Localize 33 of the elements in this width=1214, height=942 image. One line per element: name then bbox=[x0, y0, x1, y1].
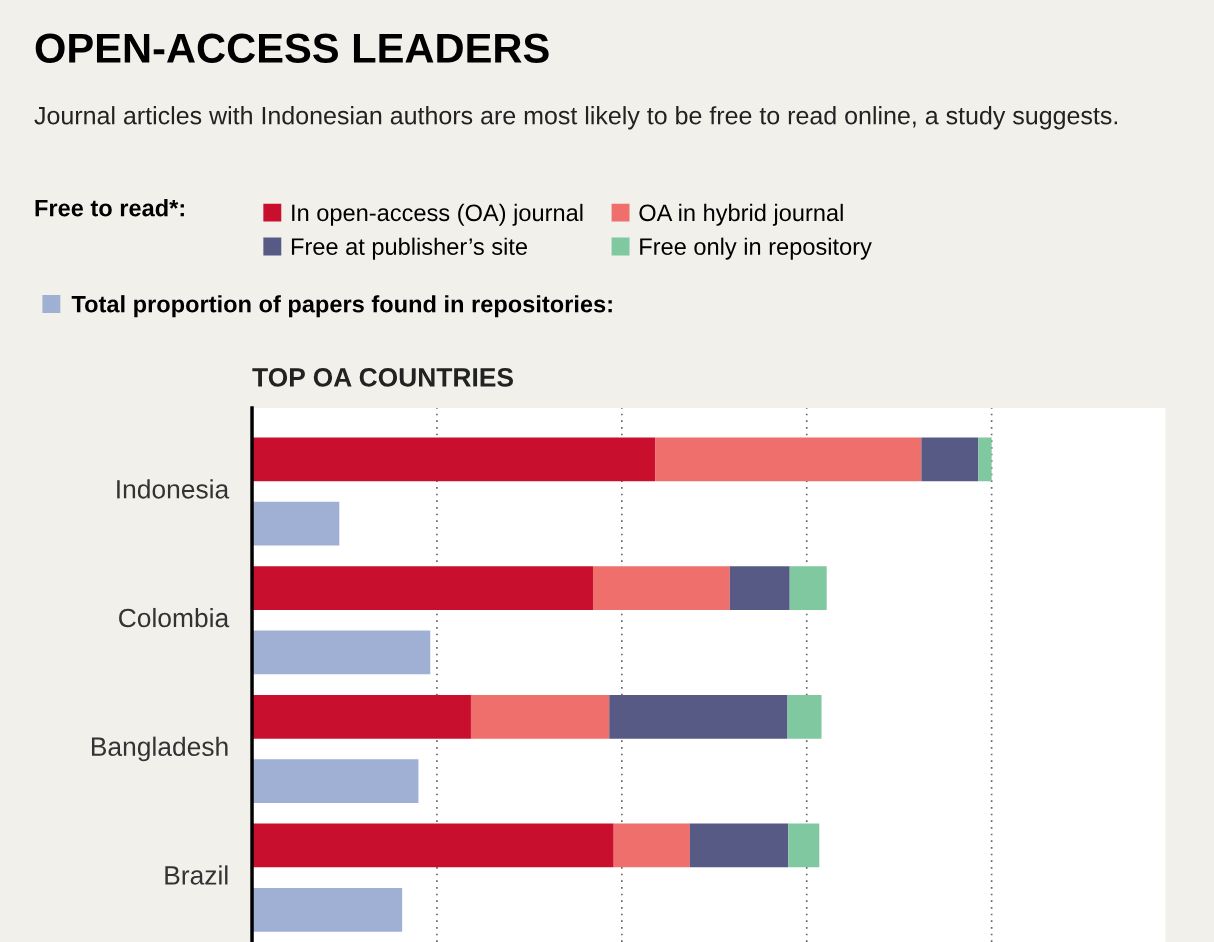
legend-label: OA in hybrid journal bbox=[639, 203, 843, 226]
bar bbox=[788, 823, 820, 868]
bar bbox=[252, 694, 471, 739]
bar bbox=[592, 566, 730, 610]
bar bbox=[729, 566, 790, 610]
bar bbox=[470, 694, 610, 739]
bar bbox=[921, 437, 979, 482]
bar bbox=[252, 823, 614, 868]
legend-label: In open-access (OA) journal bbox=[292, 203, 583, 226]
bar bbox=[978, 437, 992, 482]
legend-label: Free at publisher’s site bbox=[291, 237, 527, 260]
y-tick-label: Indonesia bbox=[117, 479, 230, 499]
bar bbox=[252, 566, 593, 610]
bar bbox=[252, 437, 656, 482]
bar bbox=[252, 759, 419, 803]
bar bbox=[252, 887, 403, 932]
chart-title: OPEN-ACCESS LEADERS bbox=[35, 33, 549, 63]
y-tick-label: Bangladesh bbox=[91, 736, 228, 762]
bar bbox=[609, 694, 788, 739]
bar bbox=[689, 823, 789, 868]
y-tick-label: Colombia bbox=[119, 607, 230, 628]
legend-label: Free only in repository bbox=[640, 237, 872, 260]
text: TOP OA COUNTRIES bbox=[252, 367, 513, 387]
bar bbox=[252, 630, 431, 675]
chart-subtitle: Journal articles with Indonesian authors are most likely to be free to read online, a study suggests. bbox=[34, 106, 1118, 130]
bar bbox=[789, 566, 827, 610]
legend-label: Total proportion of papers found in repositories: bbox=[71, 295, 612, 318]
bar bbox=[655, 437, 922, 482]
legend-title: Free to read*: bbox=[35, 199, 184, 217]
bar bbox=[252, 501, 340, 546]
y-tick-label: Brazil bbox=[165, 865, 228, 885]
bar bbox=[787, 694, 822, 739]
bar bbox=[613, 823, 690, 868]
